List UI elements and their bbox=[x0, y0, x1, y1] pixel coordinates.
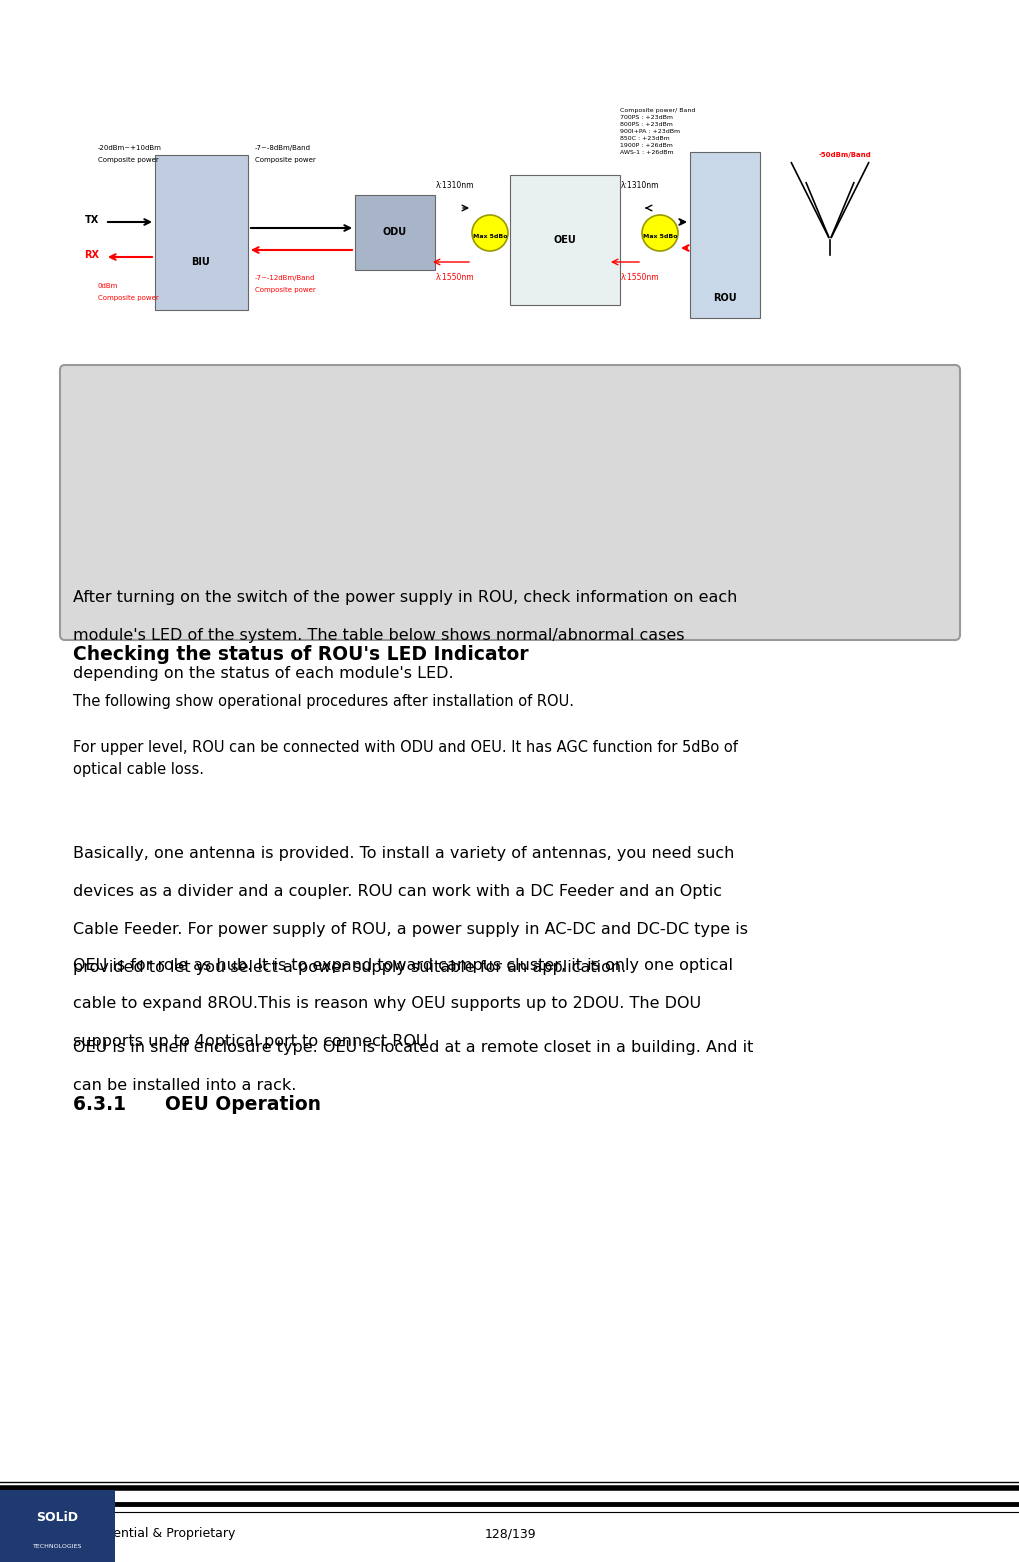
Text: Composite power: Composite power bbox=[255, 287, 316, 294]
Text: For upper level, ROU can be connected with ODU and OEU. It has AGC function for : For upper level, ROU can be connected wi… bbox=[73, 740, 737, 754]
Text: cable to expand 8ROU.This is reason why OEU supports up to 2DOU. The DOU: cable to expand 8ROU.This is reason why … bbox=[73, 997, 700, 1011]
Text: 6.3.1      OEU Operation: 6.3.1 OEU Operation bbox=[73, 1095, 321, 1114]
FancyBboxPatch shape bbox=[60, 366, 959, 640]
Text: -20dBm~+10dBm: -20dBm~+10dBm bbox=[98, 145, 162, 152]
Text: Confidential & Proprietary: Confidential & Proprietary bbox=[73, 1528, 235, 1540]
Text: Cable Feeder. For power supply of ROU, a power supply in AC-DC and DC-DC type is: Cable Feeder. For power supply of ROU, a… bbox=[73, 922, 747, 937]
Text: RX: RX bbox=[85, 250, 100, 259]
Text: The following show operational procedures after installation of ROU.: The following show operational procedure… bbox=[73, 694, 574, 709]
Text: λ:1550nm: λ:1550nm bbox=[621, 273, 658, 283]
Text: BIU: BIU bbox=[192, 258, 210, 267]
Text: supports up to 4optical port to connect ROU: supports up to 4optical port to connect … bbox=[73, 1034, 427, 1050]
Text: provided to let you select a power supply suitable for an application.: provided to let you select a power suppl… bbox=[73, 961, 626, 975]
Text: 0dBm: 0dBm bbox=[98, 283, 118, 289]
Bar bbox=[689, 152, 759, 319]
Text: λ:1550nm: λ:1550nm bbox=[435, 273, 474, 283]
Text: Composite power: Composite power bbox=[255, 158, 316, 162]
Text: devices as a divider and a coupler. ROU can work with a DC Feeder and an Optic: devices as a divider and a coupler. ROU … bbox=[73, 884, 721, 900]
Text: TECHNOLOGIES: TECHNOLOGIES bbox=[33, 1543, 83, 1548]
Text: ODU: ODU bbox=[382, 226, 407, 237]
Text: Basically, one antenna is provided. To install a variety of antennas, you need s: Basically, one antenna is provided. To i… bbox=[73, 847, 734, 861]
Text: Composite power: Composite power bbox=[98, 295, 159, 301]
Text: λ:1310nm: λ:1310nm bbox=[435, 181, 474, 189]
Text: -7~-8dBm/Band: -7~-8dBm/Band bbox=[255, 145, 311, 152]
Bar bbox=[510, 175, 620, 305]
Text: optical cable loss.: optical cable loss. bbox=[73, 762, 204, 776]
Bar bbox=[355, 195, 434, 270]
Text: OEU is in shelf enclosure type. OEU is located at a remote closet in a building.: OEU is in shelf enclosure type. OEU is l… bbox=[73, 1040, 753, 1054]
Text: module's LED of the system. The table below shows normal/abnormal cases: module's LED of the system. The table be… bbox=[73, 628, 684, 644]
Text: OEU: OEU bbox=[553, 234, 576, 245]
Text: TX: TX bbox=[85, 216, 99, 225]
Text: λ:1310nm: λ:1310nm bbox=[621, 181, 658, 189]
Text: Checking the status of ROU's LED Indicator: Checking the status of ROU's LED Indicat… bbox=[73, 645, 528, 664]
Text: SOLiD: SOLiD bbox=[37, 1510, 78, 1525]
Text: After turning on the switch of the power supply in ROU, check information on eac: After turning on the switch of the power… bbox=[73, 590, 737, 604]
Circle shape bbox=[641, 216, 678, 251]
Bar bbox=[0, 1490, 115, 1562]
Text: -50dBm/Band: -50dBm/Band bbox=[818, 152, 870, 158]
Text: -7~-12dBm/Band: -7~-12dBm/Band bbox=[255, 275, 315, 281]
Bar bbox=[155, 155, 248, 309]
Text: ROU: ROU bbox=[712, 294, 736, 303]
Text: Composite power/ Band
700PS : +23dBm
800PS : +23dBm
900I+PA : +23dBm
850C : +23d: Composite power/ Band 700PS : +23dBm 800… bbox=[620, 108, 695, 155]
Text: Max 5dBo: Max 5dBo bbox=[472, 234, 506, 239]
Text: Max 5dBo: Max 5dBo bbox=[642, 234, 677, 239]
Circle shape bbox=[472, 216, 507, 251]
Text: depending on the status of each module's LED.: depending on the status of each module's… bbox=[73, 665, 453, 681]
Text: OEU is for role as hub. It is to expand toward campus cluster, it is only one op: OEU is for role as hub. It is to expand … bbox=[73, 958, 733, 973]
Text: can be installed into a rack.: can be installed into a rack. bbox=[73, 1078, 297, 1093]
Text: Composite power: Composite power bbox=[98, 158, 159, 162]
Text: 128/139: 128/139 bbox=[484, 1528, 535, 1540]
